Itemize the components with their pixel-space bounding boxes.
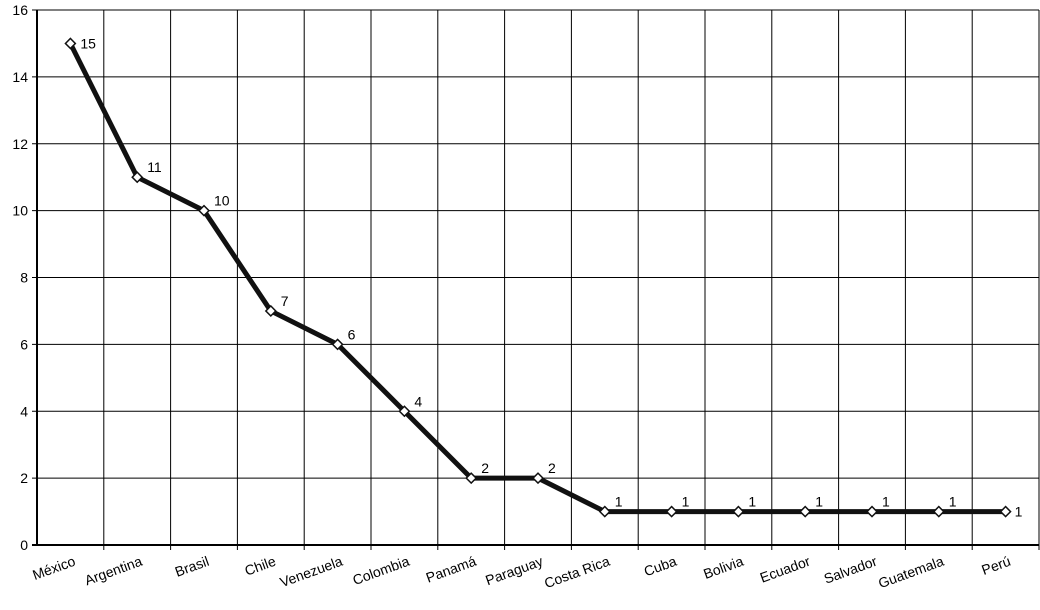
x-category-label: Salvador xyxy=(822,553,880,587)
data-point-marker xyxy=(331,338,344,351)
data-point-marker xyxy=(197,204,211,217)
y-tick-label: 2 xyxy=(20,470,28,486)
data-value-label: 10 xyxy=(214,193,230,209)
data-value-label: 1 xyxy=(615,494,623,510)
grid-layer xyxy=(37,9,1040,550)
x-category-label: Ecuador xyxy=(758,553,813,586)
data-value-label: 1 xyxy=(748,494,756,510)
data-value-label: 2 xyxy=(548,460,556,476)
x-category-label: Paraguay xyxy=(483,553,545,589)
y-tick-label: 10 xyxy=(12,203,28,219)
axis-layer xyxy=(32,9,1039,546)
data-point-marker xyxy=(865,505,879,518)
data-point-marker xyxy=(64,37,77,50)
data-point-marker xyxy=(398,405,411,418)
data-point-marker xyxy=(465,472,478,485)
data-point-marker xyxy=(264,304,277,317)
data-value-label: 15 xyxy=(80,35,96,51)
data-point-marker xyxy=(598,505,611,518)
data-value-label: 2 xyxy=(481,460,489,476)
data-value-label: 1 xyxy=(882,494,890,510)
data-value-label: 1 xyxy=(815,494,823,510)
x-category-label: Venezuela xyxy=(278,553,345,590)
x-category-label: Guatemala xyxy=(876,553,946,592)
data-value-label: 6 xyxy=(348,326,356,342)
x-category-label: Argentina xyxy=(82,553,144,589)
y-tick-label: 8 xyxy=(20,270,28,286)
x-category-label: Brasil xyxy=(173,553,211,580)
series-layer xyxy=(64,37,1012,518)
data-point-marker xyxy=(531,472,545,485)
data-point-marker xyxy=(665,505,678,518)
data-value-label: 4 xyxy=(414,393,422,409)
x-category-label: Panamá xyxy=(424,553,479,586)
y-tick-label: 14 xyxy=(12,69,28,85)
y-tick-label: 12 xyxy=(12,136,28,152)
data-value-label: 1 xyxy=(1015,504,1023,520)
y-tick-label: 6 xyxy=(20,336,28,352)
y-tick-label: 16 xyxy=(12,2,28,18)
data-value-label: 1 xyxy=(949,494,957,510)
x-category-label: México xyxy=(30,553,77,583)
data-value-label: 1 xyxy=(682,494,690,510)
x-category-label: Cuba xyxy=(642,553,679,580)
data-point-marker xyxy=(799,505,812,518)
x-category-label: Bolivia xyxy=(701,553,745,582)
y-tick-label: 0 xyxy=(20,537,28,553)
x-category-label: Costa Rica xyxy=(542,553,612,592)
data-point-marker xyxy=(732,505,745,518)
x-category-label: Colombia xyxy=(350,553,411,588)
data-value-label: 7 xyxy=(281,293,289,309)
x-category-label: Perú xyxy=(979,553,1012,578)
data-point-marker xyxy=(131,171,144,184)
y-tick-label: 4 xyxy=(20,403,28,419)
data-point-marker xyxy=(932,505,945,518)
x-category-label: Chile xyxy=(242,553,278,579)
data-point-marker xyxy=(999,505,1012,518)
data-value-label: 11 xyxy=(147,159,162,175)
